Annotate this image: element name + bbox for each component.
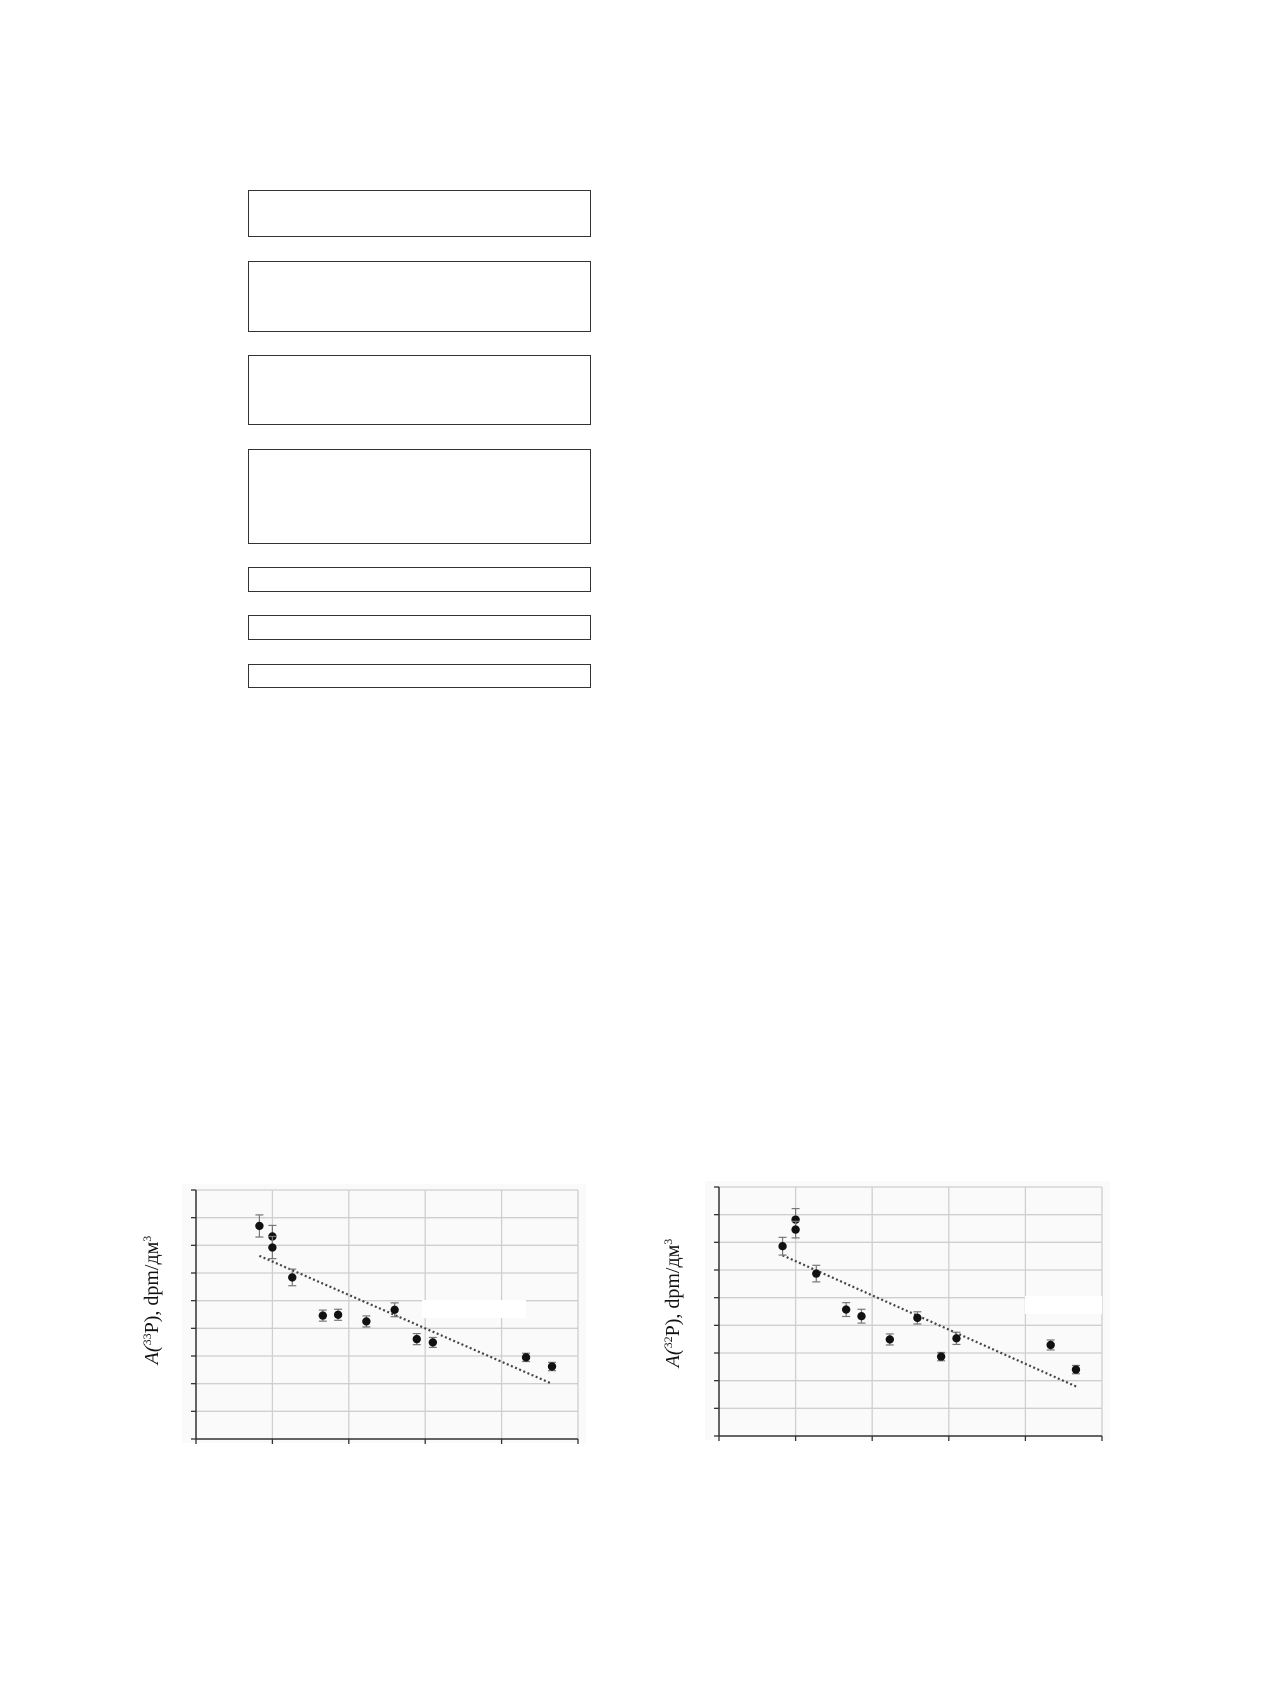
chart-1-data-point (412, 1334, 421, 1344)
flowchart-box-1 (248, 190, 591, 237)
chart-2-blank-patch (1025, 1296, 1102, 1314)
flowchart-box-2 (248, 261, 591, 332)
chart-1-data-point (268, 1243, 277, 1252)
chart-2-data-point (841, 1305, 851, 1314)
flowchart-box-7 (248, 664, 591, 688)
chart-1-trendline (258, 1254, 551, 1385)
chart-2-data-point (791, 1225, 800, 1234)
chart-2-data-point (857, 1312, 866, 1321)
chart-2-data-point (812, 1269, 821, 1278)
chart-1-data-point (288, 1273, 297, 1282)
chart-2-data-point (778, 1242, 787, 1251)
chart-1-data-point (547, 1362, 557, 1371)
flowchart-box-6 (248, 615, 591, 640)
chart-1-data-point (255, 1221, 264, 1231)
chart-2-data-point (885, 1335, 895, 1344)
flowchart-box-3 (248, 355, 591, 425)
chart-2-data-point (1046, 1340, 1055, 1350)
chart-2-data-point (952, 1334, 961, 1343)
chart-1-data-point (428, 1338, 438, 1347)
chart-1-ylabel: A(33P), dpm/дм3 (140, 1236, 163, 1367)
chart-1-data-point (362, 1317, 371, 1326)
chart-2-data-point (1071, 1365, 1081, 1374)
chart-1-data-point (521, 1353, 531, 1362)
flowchart-box-4 (248, 449, 591, 544)
chart-1-data-point (390, 1305, 399, 1314)
chart-1-data-point (333, 1310, 343, 1319)
chart-2-data-point (913, 1313, 922, 1323)
chart-1-data-point (318, 1311, 328, 1320)
chart-2-ylabel: A(32P), dpm/дм3 (661, 1239, 684, 1370)
flowchart-box-5 (248, 567, 591, 592)
chart-2-data-point (936, 1352, 946, 1361)
chart-1-blank-patch (422, 1300, 526, 1318)
